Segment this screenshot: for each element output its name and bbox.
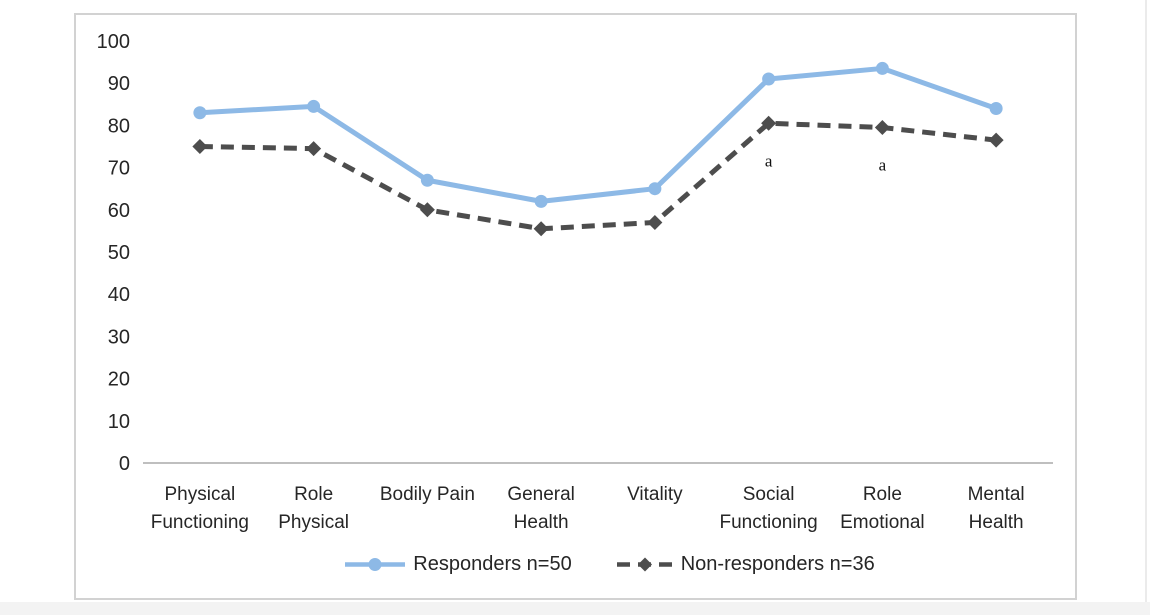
responders-line-swatch-icon: [345, 558, 406, 571]
non-responders-line-swatch-icon: [616, 557, 673, 572]
right-edge-line: [1145, 0, 1147, 602]
series-line-0: [199, 65, 997, 204]
data-point-marker: [988, 132, 1004, 148]
data-point-marker: [534, 194, 548, 208]
x-axis-category-label: Social Functioning: [720, 484, 818, 533]
data-point-marker: [647, 214, 663, 230]
y-axis-tick-label: 80: [108, 115, 130, 137]
y-axis-tick-label: 50: [108, 242, 130, 264]
x-axis-category-label: Physical Functioning: [151, 484, 249, 533]
y-axis-tick-label: 30: [108, 326, 130, 348]
x-axis-category-label: Vitality: [627, 484, 683, 505]
data-point-marker: [761, 115, 777, 131]
legend-label-non-responders: Non-responders n=36: [680, 553, 875, 575]
legend-item-non-responders: Non-responders n=36: [616, 553, 875, 576]
y-axis-tick-label: 100: [97, 31, 130, 53]
x-axis-category-label: Mental Health: [968, 484, 1025, 533]
x-axis-category-label: Role Physical: [278, 484, 349, 533]
data-point-marker: [306, 141, 322, 157]
chart-legend: Responders n=50 Non-responders n=36: [110, 553, 1109, 576]
y-axis-tick-label: 70: [108, 158, 130, 180]
y-axis-tick-label: 0: [119, 453, 130, 475]
data-point-marker: [875, 61, 889, 75]
y-axis-tick-label: 10: [108, 411, 130, 433]
data-point-marker: [874, 120, 890, 136]
data-point-marker: [192, 139, 208, 154]
y-axis-tick-label: 40: [108, 284, 130, 306]
legend-item-responders: Responders n=50: [344, 553, 572, 576]
data-point-marker: [989, 102, 1003, 116]
bottom-gray-strip: [0, 602, 1150, 615]
x-axis-category-label: Role Emotional: [840, 484, 925, 533]
legend-label-responders: Responders n=50: [413, 553, 572, 575]
data-point-marker: [193, 106, 207, 120]
data-point-marker: [307, 99, 321, 113]
chart-container: 100 90 80 70 60 50 40 30 20 10 0 Physical Functionin…: [74, 13, 1077, 600]
data-point-marker: [420, 173, 434, 187]
y-axis-tick-label: 20: [108, 369, 130, 391]
annotation-letter: a: [765, 151, 773, 170]
data-point-marker: [648, 182, 662, 196]
x-axis-category-label: General Health: [507, 484, 575, 533]
y-axis-tick-label: 90: [108, 73, 130, 95]
data-point-marker: [419, 202, 435, 218]
data-point-marker: [762, 72, 776, 86]
annotation-letter: a: [879, 156, 887, 175]
y-axis-tick-label: 60: [108, 200, 130, 222]
series-line-1: [199, 120, 997, 232]
data-point-marker: [533, 221, 549, 237]
x-axis-category-label: Bodily Pain: [380, 484, 475, 505]
